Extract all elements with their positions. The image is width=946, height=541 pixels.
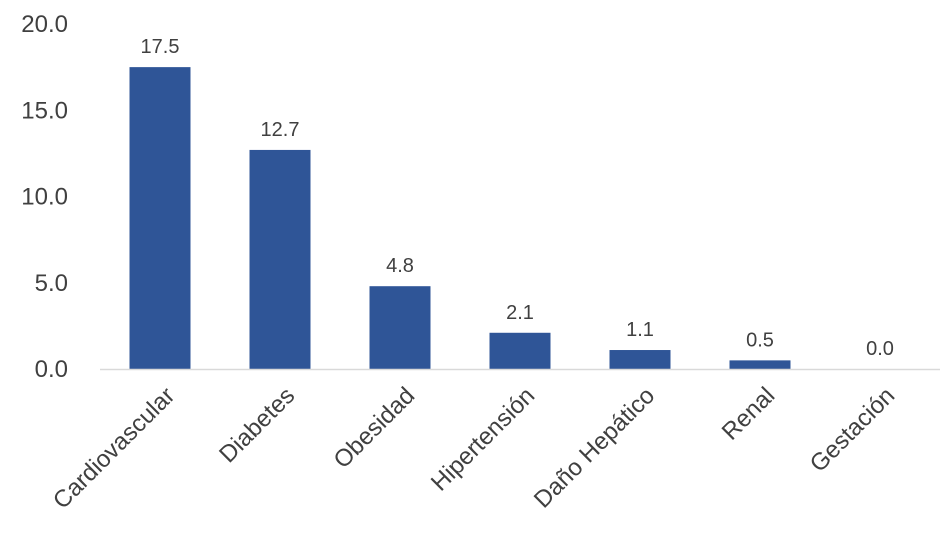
y-tick-label: 5.0 — [35, 270, 68, 297]
y-tick-label: 10.0 — [21, 184, 68, 211]
data-label: 1.1 — [626, 319, 654, 341]
category-label: Cardiovascular — [48, 382, 180, 514]
data-label: 12.7 — [261, 119, 300, 141]
data-label: 2.1 — [506, 302, 534, 324]
y-tick-label: 0.0 — [35, 356, 68, 383]
data-label: 0.5 — [746, 329, 774, 351]
category-label: Diabetes — [214, 382, 300, 468]
data-label: 4.8 — [386, 255, 414, 277]
bars-group — [129, 67, 791, 369]
category-label: Gestación — [805, 382, 901, 478]
category-label: Obesidad — [328, 382, 420, 474]
data-label: 17.5 — [141, 36, 180, 58]
bar-obesidad — [369, 286, 431, 369]
bar-hipertensi-n — [489, 332, 551, 369]
y-tick-label: 15.0 — [21, 97, 68, 124]
category-label: Renal — [717, 382, 780, 445]
y-tick-label: 20.0 — [21, 11, 68, 38]
bar-cardiovascular — [129, 67, 191, 369]
bar-diabetes — [249, 149, 311, 369]
x-axis: Cardiovascular Diabetes Obesidad Hipertensi… — [48, 382, 900, 514]
category-label: Daño Hepático — [529, 382, 660, 513]
bar-da-o-hep-tico — [609, 350, 671, 369]
category-label: Hipertensión — [426, 382, 540, 496]
bar-renal — [729, 360, 791, 369]
data-label: 0.0 — [866, 338, 894, 360]
y-axis: 0.0 5.0 10.0 15.0 20.0 — [21, 11, 68, 383]
data-labels-group: 17.5 12.7 4.8 2.1 1.1 0.5 0.0 — [141, 36, 894, 360]
